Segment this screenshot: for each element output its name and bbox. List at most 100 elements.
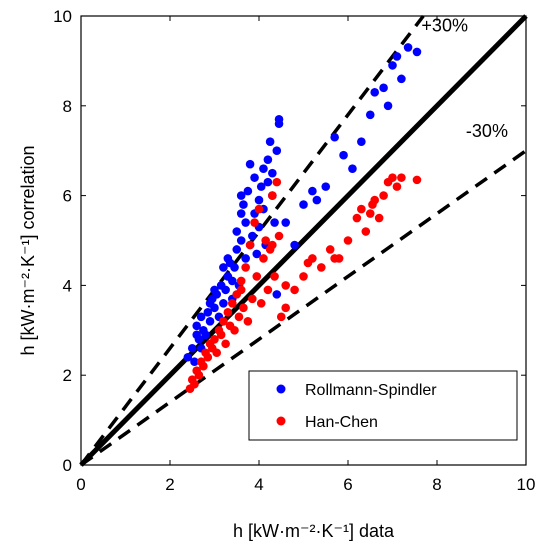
point-han-chen bbox=[299, 272, 308, 281]
point-rollmann-spindler bbox=[365, 110, 375, 120]
point-han-chen bbox=[325, 245, 335, 254]
point-han-chen bbox=[281, 281, 291, 290]
point-rollmann-spindler bbox=[254, 195, 264, 205]
point-han-chen bbox=[361, 227, 371, 236]
point-rollmann-spindler bbox=[223, 254, 233, 263]
point-rollmann-spindler bbox=[230, 263, 239, 272]
point-rollmann-spindler bbox=[388, 61, 397, 70]
point-rollmann-spindler bbox=[312, 195, 322, 205]
x-axis-label: h [kW·m⁻²·K⁻¹] data bbox=[233, 521, 395, 541]
point-han-chen bbox=[317, 263, 326, 272]
point-rollmann-spindler bbox=[268, 168, 277, 178]
annotation-plus-30: +30% bbox=[421, 16, 468, 36]
point-han-chen bbox=[194, 370, 204, 380]
legend-marker-rollmann-spindler bbox=[276, 384, 286, 394]
point-rollmann-spindler bbox=[194, 334, 204, 344]
point-han-chen bbox=[276, 312, 286, 322]
point-han-chen bbox=[219, 317, 228, 326]
point-han-chen bbox=[241, 263, 250, 272]
point-han-chen bbox=[250, 218, 259, 227]
plot-frame bbox=[80, 15, 527, 466]
point-rollmann-spindler bbox=[263, 177, 273, 187]
point-rollmann-spindler bbox=[201, 330, 210, 340]
y-tick-label: 10 bbox=[53, 7, 72, 26]
point-rollmann-spindler bbox=[290, 240, 299, 250]
point-han-chen bbox=[248, 294, 257, 304]
y-tick-label: 2 bbox=[63, 366, 72, 385]
point-han-chen bbox=[243, 317, 253, 326]
point-rollmann-spindler bbox=[281, 218, 291, 227]
point-rollmann-spindler bbox=[236, 236, 246, 245]
point-han-chen bbox=[290, 285, 299, 295]
y-tick-label: 6 bbox=[63, 187, 72, 206]
point-rollmann-spindler bbox=[205, 317, 215, 326]
point-rollmann-spindler bbox=[403, 43, 413, 52]
x-tick-label: 6 bbox=[343, 475, 352, 494]
point-rollmann-spindler bbox=[183, 352, 193, 362]
x-tick-label: 2 bbox=[165, 475, 174, 494]
reference-line-plus-30 bbox=[79, 14, 425, 467]
point-rollmann-spindler bbox=[383, 101, 393, 111]
legend-label-rollmann-spindler: Rollmann-Spindler bbox=[305, 382, 437, 399]
x-tick-label: 0 bbox=[76, 475, 85, 494]
point-rollmann-spindler bbox=[270, 218, 279, 227]
point-han-chen bbox=[212, 348, 222, 358]
point-rollmann-spindler bbox=[379, 83, 388, 93]
point-rollmann-spindler bbox=[221, 285, 230, 295]
point-rollmann-spindler bbox=[259, 164, 268, 173]
point-han-chen bbox=[272, 177, 282, 187]
legend-marker-han-chen bbox=[276, 416, 286, 426]
point-rollmann-spindler bbox=[245, 159, 255, 169]
point-han-chen bbox=[234, 312, 244, 322]
point-han-chen bbox=[203, 352, 213, 362]
point-rollmann-spindler bbox=[192, 321, 201, 331]
point-rollmann-spindler bbox=[265, 137, 275, 147]
reference-lines bbox=[79, 14, 528, 467]
point-rollmann-spindler bbox=[370, 88, 380, 97]
point-rollmann-spindler bbox=[187, 343, 197, 353]
point-rollmann-spindler bbox=[248, 231, 257, 241]
point-han-chen bbox=[268, 240, 277, 250]
point-rollmann-spindler bbox=[210, 285, 219, 295]
point-han-chen bbox=[268, 191, 277, 200]
reference-line-one-to-one bbox=[79, 14, 528, 467]
point-rollmann-spindler bbox=[348, 164, 357, 173]
point-rollmann-spindler bbox=[263, 155, 273, 164]
point-rollmann-spindler bbox=[308, 186, 317, 196]
plot-area bbox=[79, 14, 528, 467]
point-han-chen bbox=[263, 285, 273, 295]
point-rollmann-spindler bbox=[330, 132, 339, 142]
y-tick-label: 0 bbox=[63, 456, 72, 475]
point-han-chen bbox=[259, 254, 268, 263]
point-rollmann-spindler bbox=[252, 249, 262, 259]
point-han-chen bbox=[357, 204, 366, 214]
y-tick-label: 4 bbox=[63, 276, 72, 295]
point-han-chen bbox=[388, 173, 397, 182]
point-han-chen bbox=[236, 276, 246, 286]
point-han-chen bbox=[228, 299, 237, 308]
point-rollmann-spindler bbox=[196, 312, 206, 322]
point-rollmann-spindler bbox=[412, 47, 422, 57]
point-rollmann-spindler bbox=[250, 173, 259, 182]
point-han-chen bbox=[221, 339, 230, 349]
point-rollmann-spindler bbox=[392, 52, 402, 61]
point-han-chen bbox=[365, 209, 375, 218]
point-rollmann-spindler bbox=[241, 254, 250, 263]
legend-label-han-chen: Han-Chen bbox=[305, 414, 378, 431]
point-rollmann-spindler bbox=[203, 308, 213, 317]
point-han-chen bbox=[270, 272, 279, 281]
y-axis-ticks: 0 2 4 6 8 10 bbox=[53, 7, 526, 475]
point-han-chen bbox=[374, 213, 384, 223]
point-han-chen bbox=[230, 326, 239, 335]
point-han-chen bbox=[352, 213, 362, 223]
point-han-chen bbox=[379, 191, 388, 200]
point-han-chen bbox=[254, 204, 264, 214]
point-rollmann-spindler bbox=[190, 357, 199, 367]
point-rollmann-spindler bbox=[397, 74, 406, 84]
point-rollmann-spindler bbox=[232, 227, 242, 236]
point-rollmann-spindler bbox=[299, 200, 308, 209]
point-rollmann-spindler bbox=[205, 299, 215, 308]
point-han-chen bbox=[216, 330, 226, 340]
annotation-minus-30: -30% bbox=[466, 121, 508, 141]
point-han-chen bbox=[261, 236, 270, 245]
